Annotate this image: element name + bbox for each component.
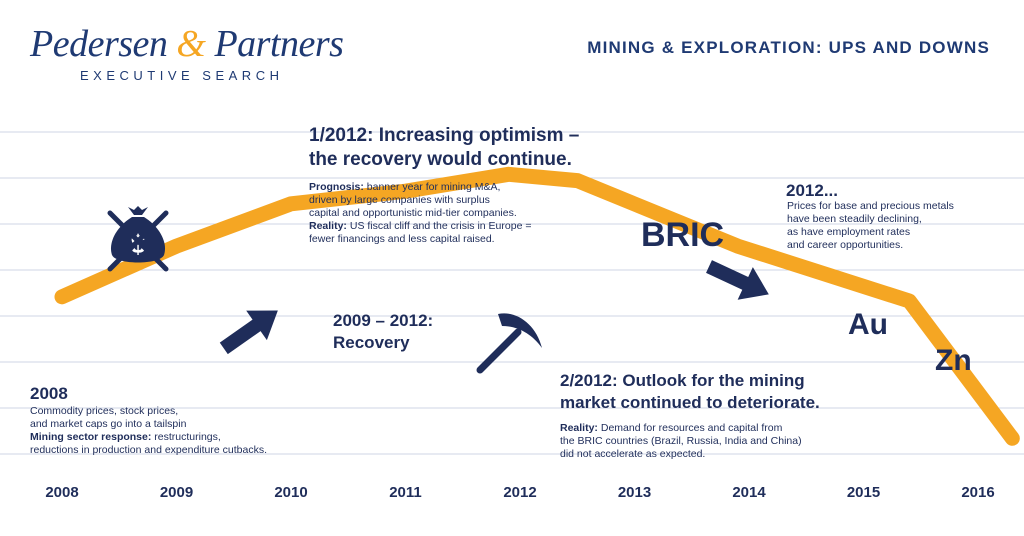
annotation-2008: 2008 Commodity prices, stock prices, and… — [30, 383, 267, 457]
jan-2012-title-2: the recovery would continue. — [309, 149, 572, 170]
feb-2012-title-2: market continued to deteriorate. — [560, 393, 820, 412]
feb-reality-line-2: the BRIC countries (Brazil, Russia, Indi… — [560, 435, 802, 447]
arrow-down-icon — [706, 260, 769, 300]
logo-ampersand: & — [176, 23, 206, 65]
chart-series — [54, 166, 1020, 446]
logo-name-1: Pedersen — [30, 23, 177, 65]
crossed-money-bag-icon: $ — [107, 206, 169, 272]
feb-reality-label: Reality: — [560, 422, 598, 434]
a2008-line-4: reductions in production and expenditure… — [30, 444, 267, 456]
a2008-label: Mining sector response: — [30, 431, 152, 443]
au-label: Au — [848, 308, 888, 341]
x-tick-label: 2013 — [618, 484, 651, 501]
feb-reality-line-1: Demand for resources and capital from — [597, 422, 783, 434]
prognosis-line-1: banner year for mining M&A, — [363, 181, 501, 193]
prognosis-label: Prognosis: — [309, 181, 364, 193]
x-tick-label: 2016 — [961, 484, 994, 501]
feb-2012-body: Reality: Demand for resources and capita… — [560, 422, 820, 461]
a2008-body: Commodity prices, stock prices, and mark… — [30, 405, 267, 457]
y2012-line-2: have been steadily declining, — [787, 213, 922, 225]
recovery-line-1: 2009 – 2012: — [333, 311, 434, 330]
jan-2012-body: Prognosis: banner year for mining M&A, d… — [309, 181, 579, 246]
a2008-line-1: Commodity prices, stock prices, — [30, 405, 179, 417]
page-headline: MINING & EXPLORATION: UPS AND DOWNS — [587, 38, 990, 57]
annotation-feb-2012: 2/2012: Outlook for the mining market co… — [560, 370, 820, 461]
x-tick-label: 2015 — [847, 484, 880, 501]
reality-label: Reality: — [309, 220, 347, 232]
y2012-title: 2012... — [786, 181, 838, 200]
annotation-jan-2012: 1/2012: Increasing optimism – the recove… — [309, 124, 579, 246]
annotation-recovery: 2009 – 2012: Recovery — [333, 310, 433, 354]
series-line — [54, 166, 1020, 446]
y2012-line-3: as have employment rates — [787, 226, 911, 238]
a2008-line-2: and market caps go into a tailspin — [30, 418, 187, 430]
reality-line-2: fewer financings and less capital raised… — [309, 233, 495, 245]
prognosis-line-3: capital and opportunistic mid-tier compa… — [309, 207, 517, 219]
x-tick-label: 2014 — [732, 484, 766, 501]
recovery-line-2: Recovery — [333, 333, 410, 352]
bric-label: BRIC — [641, 216, 724, 254]
logo-tagline: EXECUTIVE SEARCH — [80, 68, 284, 83]
logo-name-2: Partners — [205, 23, 344, 65]
annotation-2012: 2012... — [786, 180, 838, 202]
y2012-line-4: and career opportunities. — [787, 239, 904, 251]
x-tick-label: 2008 — [45, 484, 78, 501]
prognosis-line-2: driven by large companies with surplus — [309, 194, 490, 206]
reality-line-1: US fiscal cliff and the crisis in Europe… — [346, 220, 532, 232]
x-tick-label: 2009 — [160, 484, 193, 501]
x-tick-label: 2011 — [389, 484, 422, 501]
a2008-title: 2008 — [30, 384, 68, 403]
x-tick-label: 2010 — [274, 484, 307, 501]
pickaxe-icon — [476, 313, 542, 374]
feb-reality-line-3: did not accelerate as expected. — [560, 448, 706, 460]
feb-2012-title-1: 2/2012: Outlook for the mining — [560, 371, 805, 390]
jan-2012-title-1: 1/2012: Increasing optimism – — [309, 125, 580, 146]
y2012-body: Prices for base and precious metals have… — [787, 200, 954, 252]
x-axis-ticks: 2008 2009 2010 2011 2012 2013 2014 2015 2016 — [45, 484, 994, 501]
arrow-up-icon — [219, 310, 278, 355]
a2008-line-3: restructurings, — [151, 431, 221, 443]
logo-wordmark: Pedersen & Partners — [30, 22, 344, 66]
x-tick-label: 2012 — [503, 484, 536, 501]
zn-label: Zn — [935, 344, 972, 377]
y2012-line-1: Prices for base and precious metals — [787, 200, 954, 212]
